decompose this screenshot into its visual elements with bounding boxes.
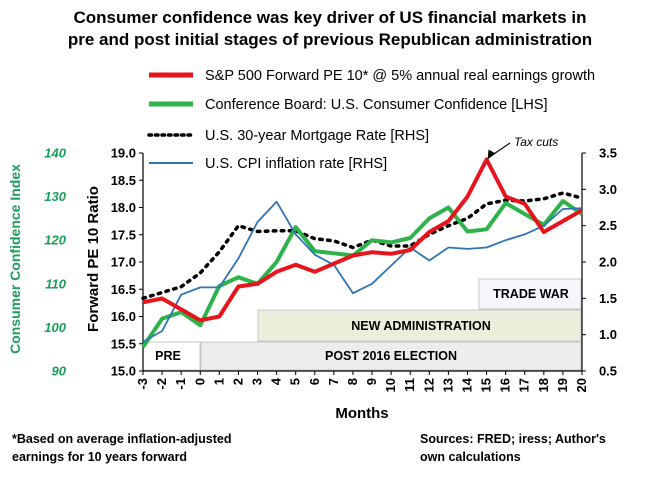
y-tick-label-left-secondary: 140 [44,146,66,161]
y-tick-label-right: 2.0 [599,255,617,270]
band-pre [142,341,201,371]
band-label-new-administration: NEW ADMINISTRATION [351,319,491,333]
sources-line-2: own calculations [420,450,521,464]
y-tick-label-right: 1.0 [599,327,617,342]
y-tick-label-left-secondary: 130 [44,189,66,204]
y-axis-title-left-secondary: Consumer Confidence Index [7,164,23,354]
series-lines [141,157,584,349]
y-tick-label-right: 2.5 [599,218,617,233]
legend-label-cpi: U.S. CPI inflation rate [RHS] [205,156,387,172]
x-tick-label: -3 [135,378,150,390]
footnote-line-2: earnings for 10 years forward [12,450,187,464]
x-tick-label: 18 [536,378,551,392]
y-tick-label-left: 17.5 [111,227,136,242]
x-tick-label: 15 [479,378,494,392]
band-label-post-election: POST 2016 ELECTION [325,349,457,363]
x-tick-label: 9 [364,378,379,385]
x-axis-title: Months [335,405,388,422]
y-tick-label-left: 18.5 [111,173,136,188]
series-cpi-inflation [142,200,583,343]
y-tick-label-left: 16.5 [111,282,136,297]
axes: -3 -2 -1 0 1 2 3 4 5 6 7 8 9 10 11 12 13 14 15 16 17 18 19 2015… [44,146,617,393]
x-tick-label: 5 [288,378,303,385]
x-tick-label: -1 [173,378,188,390]
sources-line-1: Sources: FRED; iress; Author's [420,432,606,446]
y-tick-label-left-secondary: 110 [45,276,66,291]
band-post-election [200,341,582,371]
x-tick-label: 13 [440,378,455,392]
band-trade-war [478,278,582,310]
footnote-line-1: *Based on average inflation-adjusted [12,432,232,446]
y-tick-label-left: 18.0 [111,200,136,215]
band-label-trade-war: TRADE WAR [493,287,569,301]
y-tick-label-left: 17.0 [111,255,136,270]
x-tick-label: 10 [383,378,398,392]
y-tick-label-left: 15.0 [111,364,136,379]
x-tick-label: 1 [211,378,226,385]
x-tick-label: 2 [230,378,245,385]
x-tick-label: 20 [574,378,589,392]
annotation-label: Tax cuts [514,135,558,149]
x-tick-label: 16 [498,378,513,392]
y-tick-label-left-secondary: 120 [44,233,66,248]
y-tick-label-right: 3.5 [599,146,617,161]
x-tick-label: 4 [269,377,284,385]
period-bands: PRE POST 2016 ELECTION NEW ADMINISTRATIO… [142,278,582,371]
annotation-arrowhead [487,149,496,160]
legend-label-sp500: S&P 500 Forward PE 10* @ 5% annual real … [205,68,595,84]
x-tick-label: 7 [326,378,341,385]
x-tick-label: 17 [517,378,532,392]
x-tick-label: 8 [345,378,360,385]
series-mortgage-rate [141,191,584,301]
x-tick-label: 12 [421,378,436,392]
y-tick-label-right: 0.5 [599,364,617,379]
tax-cuts-annotation: Tax cuts [487,135,558,160]
y-tick-label-left-secondary: 90 [52,364,67,379]
series-consumer-confidence [141,199,584,349]
legend: S&P 500 Forward PE 10* @ 5% annual real … [147,68,595,172]
x-tick-label: 3 [250,378,265,385]
y-tick-label-left: 16.0 [111,309,136,324]
x-tick-label: 19 [555,378,570,392]
y-tick-label-left: 15.5 [111,336,136,351]
x-tick-label: 0 [192,378,207,385]
y-axis-title-left: Forward PE 10 Ratio [85,186,102,332]
x-tick-label: -2 [154,378,169,390]
y-tick-label-left: 19.0 [111,146,136,161]
x-tick-label: 6 [307,378,322,385]
x-tick-label: 14 [459,377,474,392]
legend-label-mortgage-rate: U.S. 30-year Mortgage Rate [RHS] [205,128,429,144]
series-sp500-forward-pe10 [142,157,583,323]
y-tick-label-right: 1.5 [599,291,617,306]
y-tick-label-right: 3.0 [599,182,617,197]
chart-title-line-2: pre and post initial stages of previous … [68,30,592,49]
y-tick-label-left-secondary: 100 [44,320,66,335]
legend-label-consumer-confidence: Conference Board: U.S. Consumer Confiden… [205,97,548,113]
band-label-pre: PRE [155,349,181,363]
x-tick-label: 11 [402,378,417,392]
band-new-administration [257,309,582,342]
chart-title-line-1: Consumer confidence was key driver of US… [73,8,586,27]
